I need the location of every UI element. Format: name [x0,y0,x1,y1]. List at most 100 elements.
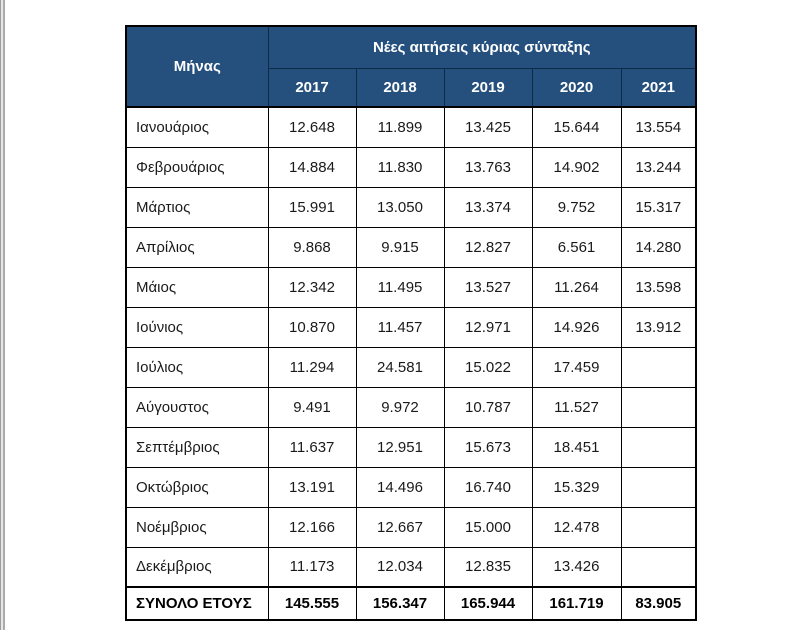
value-cell: 11.294 [267,346,357,388]
value-cell: 13.425 [443,106,533,148]
value-cell: 13.912 [620,306,697,348]
month-cell: Δεκέμβριος [125,546,269,588]
value-cell: 13.374 [443,186,533,228]
table-header: Μήνας Νέες αιτήσεις κύριας σύνταξης 2017… [125,25,697,108]
month-cell: Νοέμβριος [125,506,269,548]
value-cell: 13.763 [443,146,533,188]
value-cell: 13.244 [620,146,697,188]
table-row: Νοέμβριος 12.166 12.667 15.000 12.478 [125,506,697,548]
month-cell: Φεβρουάριος [125,146,269,188]
value-cell: 12.034 [355,546,445,588]
value-cell: 9.868 [267,226,357,268]
table-row: Μάρτιος 15.991 13.050 13.374 9.752 15.317 [125,186,697,228]
value-cell: 11.173 [267,546,357,588]
month-column-header: Μήνας [125,25,269,108]
value-cell: 14.280 [620,226,697,268]
table-row: Μάιος 12.342 11.495 13.527 11.264 13.598 [125,266,697,308]
value-cell: 10.787 [443,386,533,428]
value-cell [620,346,697,388]
value-cell: 12.667 [355,506,445,548]
value-cell: 11.527 [531,386,622,428]
value-cell: 13.598 [620,266,697,308]
table-group-header: Νέες αιτήσεις κύριας σύνταξης [267,25,697,69]
table-row: Οκτώβριος 13.191 14.496 16.740 15.329 [125,466,697,508]
value-cell: 11.457 [355,306,445,348]
value-cell: 9.491 [267,386,357,428]
value-cell: 15.644 [531,106,622,148]
month-cell: Οκτώβριος [125,466,269,508]
table-row: Απρίλιος 9.868 9.915 12.827 6.561 14.280 [125,226,697,268]
table-row: Ιούλιος 11.294 24.581 15.022 17.459 [125,346,697,388]
value-cell [620,386,697,428]
value-cell: 18.451 [531,426,622,468]
value-cell: 15.317 [620,186,697,228]
value-cell: 13.554 [620,106,697,148]
year-column-header: 2018 [355,67,445,108]
value-cell: 15.991 [267,186,357,228]
total-value-cell: 161.719 [531,586,622,621]
value-cell: 12.648 [267,106,357,148]
value-cell: 12.971 [443,306,533,348]
total-value-cell: 145.555 [267,586,357,621]
year-column-header: 2017 [267,67,357,108]
value-cell: 12.342 [267,266,357,308]
year-column-header: 2020 [531,67,622,108]
month-cell: Αύγουστος [125,386,269,428]
month-cell: Ιανουάριος [125,106,269,148]
table-row: Φεβρουάριος 14.884 11.830 13.763 14.902 13.24… [125,146,697,188]
value-cell: 6.561 [531,226,622,268]
value-cell: 15.329 [531,466,622,508]
table-row: Αύγουστος 9.491 9.972 10.787 11.527 [125,386,697,428]
month-cell: Απρίλιος [125,226,269,268]
value-cell: 9.972 [355,386,445,428]
table-row: Δεκέμβριος 11.173 12.034 12.835 13.426 [125,546,697,588]
value-cell: 15.000 [443,506,533,548]
month-cell: Μάιος [125,266,269,308]
value-cell: 12.951 [355,426,445,468]
value-cell: 15.673 [443,426,533,468]
value-cell: 16.740 [443,466,533,508]
table-row: Σεπτέμβριος 11.637 12.951 15.673 18.451 [125,426,697,468]
month-cell: Σεπτέμβριος [125,426,269,468]
table-body: Ιανουάριος 12.648 11.899 13.425 15.644 13.554… [125,106,697,588]
value-cell: 15.022 [443,346,533,388]
value-cell: 14.884 [267,146,357,188]
total-row: ΣΥΝΟΛΟ ΕΤΟΥΣ 145.555 156.347 165.944 161.71… [125,586,697,621]
value-cell: 13.426 [531,546,622,588]
value-cell: 12.166 [267,506,357,548]
year-column-header: 2019 [443,67,533,108]
value-cell: 11.637 [267,426,357,468]
total-value-cell: 165.944 [443,586,533,621]
year-column-header: 2021 [620,67,697,108]
value-cell: 13.191 [267,466,357,508]
total-value-cell: 156.347 [355,586,445,621]
value-cell: 9.915 [355,226,445,268]
value-cell: 11.899 [355,106,445,148]
window-edge [0,0,6,630]
table-row: Ιανουάριος 12.648 11.899 13.425 15.644 13.554 [125,106,697,148]
value-cell [620,426,697,468]
value-cell: 10.870 [267,306,357,348]
header-row-years: 2017 2018 2019 2020 2021 [126,67,697,108]
value-cell: 9.752 [531,186,622,228]
value-cell [620,546,697,588]
pension-applications-table: Μήνας Νέες αιτήσεις κύριας σύνταξης 2017… [125,25,698,621]
value-cell [620,506,697,548]
month-cell: Μάρτιος [125,186,269,228]
total-label: ΣΥΝΟΛΟ ΕΤΟΥΣ [125,586,269,621]
value-cell: 14.496 [355,466,445,508]
table-footer: ΣΥΝΟΛΟ ΕΤΟΥΣ 145.555 156.347 165.944 161.71… [125,586,697,621]
value-cell: 13.527 [443,266,533,308]
table-row: Ιούνιος 10.870 11.457 12.971 14.926 13.912 [125,306,697,348]
value-cell: 14.902 [531,146,622,188]
value-cell: 13.050 [355,186,445,228]
value-cell: 11.830 [355,146,445,188]
value-cell: 12.835 [443,546,533,588]
value-cell: 14.926 [531,306,622,348]
total-value-cell: 83.905 [620,586,697,621]
value-cell: 12.827 [443,226,533,268]
header-row-group: Μήνας Νέες αιτήσεις κύριας σύνταξης [125,25,697,108]
value-cell: 24.581 [355,346,445,388]
value-cell: 12.478 [531,506,622,548]
